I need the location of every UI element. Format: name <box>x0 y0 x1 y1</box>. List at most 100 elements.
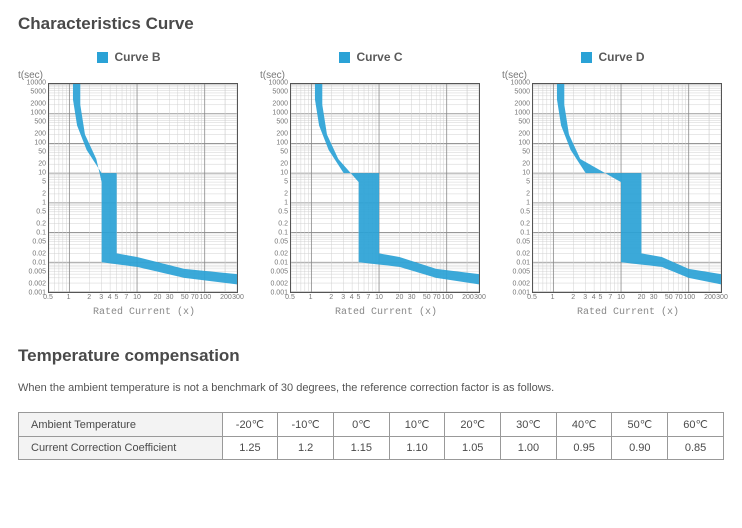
x-tick-label: 5 <box>598 294 602 301</box>
y-tick-label: 2000 <box>514 100 530 107</box>
coeff-cell: 0.90 <box>612 437 668 460</box>
y-tick-label: 0.5 <box>520 209 530 216</box>
x-tick-label: 4 <box>592 294 596 301</box>
x-tick-label: 50 <box>665 294 673 301</box>
plot-box <box>532 83 722 293</box>
x-tick-label: 100 <box>684 294 696 301</box>
x-tick-label: 4 <box>350 294 354 301</box>
x-axis-title: Rated Current (x) <box>48 307 240 318</box>
plot-box <box>290 83 480 293</box>
y-tick-label: 20 <box>522 160 530 167</box>
y-tick-label: 0.01 <box>516 260 530 267</box>
y-tick-label: 5000 <box>514 89 530 96</box>
legend-swatch-icon <box>97 52 108 63</box>
x-tick-label: 0.5 <box>43 294 53 301</box>
y-tick-label: 2 <box>284 190 288 197</box>
x-tick-label: 70 <box>675 294 683 301</box>
y-tick-label: 0.1 <box>278 230 288 237</box>
x-tick-label: 50 <box>423 294 431 301</box>
x-tick-label: 10 <box>133 294 141 301</box>
chart-legend: Curve B <box>18 50 240 64</box>
temp-cell: 60℃ <box>668 413 724 437</box>
x-tick-label: 5 <box>356 294 360 301</box>
x-tick-label: 70 <box>191 294 199 301</box>
y-tick-label: 0.02 <box>274 250 288 257</box>
x-tick-label: 70 <box>433 294 441 301</box>
y-tick-label: 0.002 <box>28 280 46 287</box>
y-tick-label: 2 <box>42 190 46 197</box>
x-ticks: 0.51234571020305070100200300 <box>48 293 238 305</box>
y-tick-label: 0.2 <box>36 220 46 227</box>
x-tick-label: 7 <box>124 294 128 301</box>
x-tick-label: 100 <box>442 294 454 301</box>
y-tick-label: 5 <box>42 179 46 186</box>
chart-legend-label: Curve D <box>598 50 644 64</box>
coeff-cell: 1.2 <box>278 437 334 460</box>
x-tick-label: 2 <box>87 294 91 301</box>
y-tick-label: 0.01 <box>32 260 46 267</box>
y-tick-label: 10000 <box>269 80 288 87</box>
chart-area: 100005000200010005002001005020105210.50.… <box>502 83 724 318</box>
y-tick-label: 0.005 <box>270 269 288 276</box>
y-tick-label: 10 <box>38 170 46 177</box>
temp-section: Temperature compensation When the ambien… <box>18 346 724 460</box>
y-tick-label: 5000 <box>272 89 288 96</box>
temp-cell: 20℃ <box>445 413 501 437</box>
legend-swatch-icon <box>581 52 592 63</box>
x-tick-label: 7 <box>366 294 370 301</box>
coeff-cell: 1.25 <box>222 437 278 460</box>
x-ticks: 0.51234571020305070100200300 <box>532 293 722 305</box>
y-tick-label: 2000 <box>30 100 46 107</box>
y-tick-label: 0.2 <box>278 220 288 227</box>
y-tick-label: 100 <box>34 140 46 147</box>
x-tick-label: 100 <box>200 294 212 301</box>
chart-block-d: Curve D t(sec) 1000050002000100050020010… <box>502 50 724 318</box>
y-ticks: 100005000200010005002001005020105210.50.… <box>502 83 532 293</box>
legend-swatch-icon <box>339 52 350 63</box>
temp-cell: -20℃ <box>222 413 278 437</box>
y-tick-label: 20 <box>38 160 46 167</box>
temp-cell: 10℃ <box>389 413 445 437</box>
y-tick-label: 1 <box>526 200 530 207</box>
charts-row: Curve B t(sec) 1000050002000100050020010… <box>18 50 724 318</box>
y-tick-label: 0.002 <box>270 280 288 287</box>
y-axis-title: t(sec) <box>18 70 240 81</box>
x-tick-label: 4 <box>108 294 112 301</box>
x-tick-label: 1 <box>67 294 71 301</box>
amb-temp-label: Ambient Temperature <box>19 413 223 437</box>
coeff-label: Current Correction Coefficient <box>19 437 223 460</box>
y-tick-label: 20 <box>280 160 288 167</box>
x-tick-label: 50 <box>181 294 189 301</box>
x-tick-label: 5 <box>114 294 118 301</box>
x-ticks: 0.51234571020305070100200300 <box>290 293 480 305</box>
chart-area: 100005000200010005002001005020105210.50.… <box>18 83 240 318</box>
y-tick-label: 100 <box>518 140 530 147</box>
coeff-cell: 1.15 <box>333 437 389 460</box>
y-tick-label: 200 <box>518 130 530 137</box>
y-tick-label: 200 <box>276 130 288 137</box>
y-tick-label: 500 <box>276 119 288 126</box>
characteristics-heading: Characteristics Curve <box>18 14 724 34</box>
y-tick-label: 0.02 <box>516 250 530 257</box>
temp-cell: 0℃ <box>333 413 389 437</box>
chart-area: 100005000200010005002001005020105210.50.… <box>260 83 482 318</box>
temp-cell: 40℃ <box>556 413 612 437</box>
y-tick-label: 500 <box>518 119 530 126</box>
y-tick-label: 1000 <box>30 110 46 117</box>
x-tick-label: 30 <box>650 294 658 301</box>
x-tick-label: 7 <box>608 294 612 301</box>
y-tick-label: 10 <box>522 170 530 177</box>
x-tick-label: 20 <box>638 294 646 301</box>
y-tick-label: 50 <box>280 149 288 156</box>
chart-legend-label: Curve C <box>356 50 402 64</box>
temp-intro-text: When the ambient temperature is not a be… <box>18 382 724 394</box>
y-tick-label: 10000 <box>511 80 530 87</box>
x-tick-label: 2 <box>571 294 575 301</box>
chart-block-b: Curve B t(sec) 1000050002000100050020010… <box>18 50 240 318</box>
temp-cell: 50℃ <box>612 413 668 437</box>
x-tick-label: 3 <box>99 294 103 301</box>
temperature-table: Ambient Temperature -20℃-10℃0℃10℃20℃30℃4… <box>18 412 724 460</box>
table-row: Current Correction Coefficient 1.251.21.… <box>19 437 724 460</box>
x-tick-label: 30 <box>408 294 416 301</box>
y-tick-label: 0.05 <box>274 239 288 246</box>
